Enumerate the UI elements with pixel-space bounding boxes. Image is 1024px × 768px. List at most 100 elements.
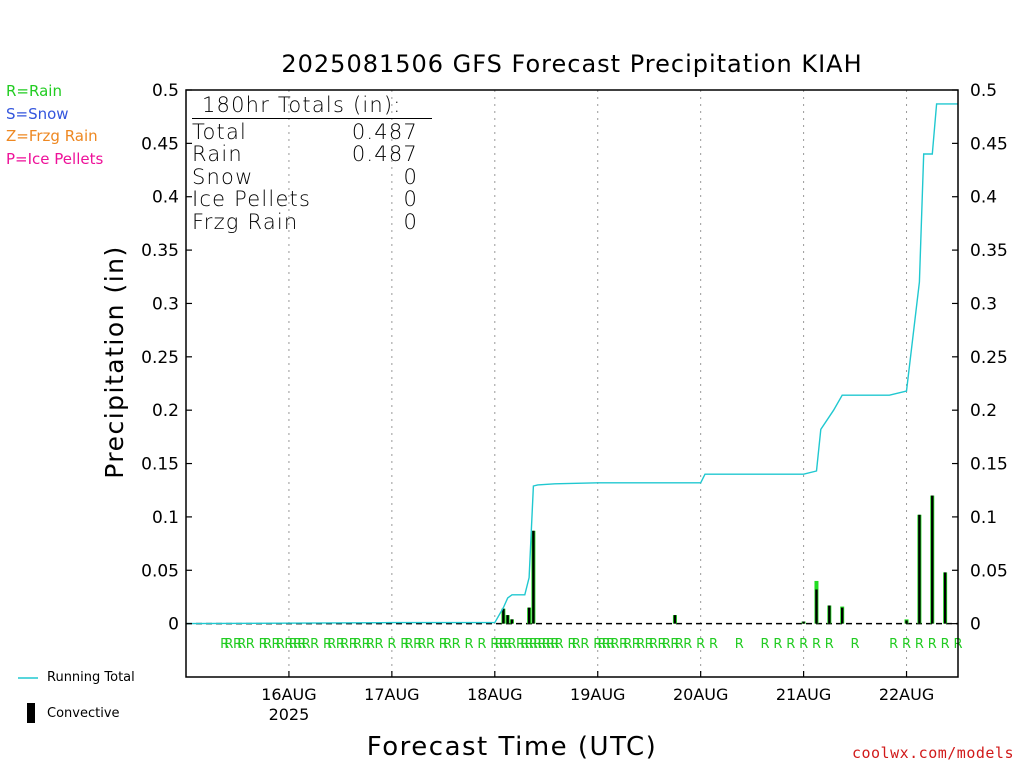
- rain-marker: R: [272, 637, 281, 652]
- axes: 0 00.05 0.050.1 0.10.15 0.150.2 0.20.25 0.250.…: [100, 81, 1008, 724]
- rain-marker: R: [284, 637, 293, 652]
- rain-marker: R: [619, 637, 628, 652]
- running-total-legend-label: Running Total: [47, 670, 135, 685]
- rain-marker: R: [773, 637, 782, 652]
- rain-marker: R: [263, 637, 272, 652]
- rain-marker: R: [465, 637, 474, 652]
- rain-marker: R: [246, 637, 255, 652]
- y-tick-label-left: 0.5: [152, 81, 179, 101]
- rain-marker: R: [224, 637, 233, 652]
- rain-marker: R: [735, 637, 744, 652]
- totals-row-label: Total: [192, 119, 248, 144]
- rain-marker: R: [658, 637, 667, 652]
- rain-marker: R: [636, 637, 645, 652]
- rain-marker: R: [537, 637, 546, 652]
- credit-link[interactable]: coolwx.com/models: [851, 744, 1014, 762]
- x-tick-label: 16AUG: [261, 685, 316, 704]
- rain-marker: R: [786, 637, 795, 652]
- convective-bar: [905, 620, 908, 624]
- rain-marker: R: [323, 637, 332, 652]
- rain-marker: R: [580, 637, 589, 652]
- y-tick-label-left: 0.4: [152, 188, 179, 208]
- rain-marker: R: [542, 637, 551, 652]
- rain-marker: R: [533, 637, 542, 652]
- rain-marker: R: [928, 637, 937, 652]
- x-year-label: 2025: [269, 705, 310, 724]
- y-tick-label-right: 0.05: [970, 561, 1008, 581]
- rain-marker: R: [902, 637, 911, 652]
- convective-bar: [931, 495, 934, 624]
- rain-marker: R: [812, 637, 821, 652]
- rain-marker: R: [670, 637, 679, 652]
- rain-marker: R: [649, 637, 658, 652]
- series-legend: [18, 677, 38, 723]
- totals-row-value: 0: [403, 209, 418, 234]
- rain-marker: R: [426, 637, 435, 652]
- convective-bar: [527, 607, 531, 624]
- convective-legend-label: Convective: [47, 706, 120, 721]
- rain-marker: R: [915, 637, 924, 652]
- rain-marker: R: [233, 637, 242, 652]
- y-tick-label-right: 0.15: [970, 455, 1008, 475]
- totals-row: Total 0.487: [192, 119, 418, 144]
- y-tick-label-right: 0.3: [970, 294, 997, 314]
- rain-marker: R: [889, 637, 898, 652]
- y-tick-label-left: 0.35: [141, 241, 179, 261]
- rain-marker: R: [387, 637, 396, 652]
- chart-title: 2025081506 GFS Forecast Precipitation KI…: [281, 50, 863, 78]
- convective-bar: [828, 605, 831, 624]
- convective-bar: [841, 607, 844, 624]
- rain-marker: R: [362, 637, 371, 652]
- y-tick-label-right: 0.2: [970, 401, 997, 421]
- totals-row: Ice Pellets 0: [192, 188, 418, 211]
- rain-marker: R: [297, 637, 306, 652]
- rain-marker: R: [529, 637, 538, 652]
- x-tick-label: 22AUG: [879, 685, 934, 704]
- rain-marker: R: [572, 637, 581, 652]
- totals-row-value: 0.487: [351, 142, 418, 166]
- rain-marker: R: [662, 637, 671, 652]
- rain-marker: R: [623, 637, 632, 652]
- x-tick-label: 20AUG: [673, 685, 728, 704]
- rain-marker: R: [366, 637, 375, 652]
- type-legend-item: R=Rain: [6, 82, 62, 100]
- rain-marker: R: [632, 637, 641, 652]
- x-tick-label: 19AUG: [570, 685, 625, 704]
- totals-row-value: 0.487: [351, 119, 418, 144]
- convective-bar: [532, 530, 535, 624]
- rain-marker: R: [683, 637, 692, 652]
- rain-marker: R: [499, 637, 508, 652]
- totals-rows: Total 0.487 Rain 0.487 Snow 0 Ice Pellets 0 Frzg…: [192, 119, 432, 234]
- convective-bar: [506, 615, 509, 624]
- y-tick-label-right: 0.45: [970, 134, 1008, 154]
- rain-marker: R: [760, 637, 769, 652]
- rain-marker: R: [400, 637, 409, 652]
- bar-layer: [501, 495, 948, 624]
- rain-marker: R: [452, 637, 461, 652]
- totals-row: Rain 0.487: [192, 143, 418, 166]
- totals-row: Frzg Rain 0: [192, 209, 418, 234]
- rain-marker: R: [353, 637, 362, 652]
- rain-marker: R: [525, 637, 534, 652]
- rain-marker: R: [567, 637, 576, 652]
- rain-marker: R: [593, 637, 602, 652]
- type-legend-item: P=Ice Pellets: [6, 149, 104, 168]
- rain-marker: R: [507, 637, 516, 652]
- rain-marker: R: [709, 637, 718, 652]
- rain-marker: R: [675, 637, 684, 652]
- y-tick-label-right: 0.5: [970, 81, 997, 101]
- convective-bar: [502, 608, 505, 624]
- rain-marker: R: [349, 637, 358, 652]
- convective-bar: [943, 572, 947, 624]
- y-tick-label-left: 0: [168, 615, 179, 635]
- rain-marker: R: [645, 637, 654, 652]
- rain-marker: R: [941, 637, 950, 652]
- rain-marker: R: [439, 637, 448, 652]
- rain-marker: R: [555, 637, 564, 652]
- rain-marker: R: [825, 637, 834, 652]
- totals-row: Snow 0: [192, 165, 418, 189]
- totals-box: 180hr Totals (in): Total 0.487 Rain 0.487 Sn…: [192, 94, 432, 233]
- rain-marker: R: [851, 637, 860, 652]
- rain-marker: R: [289, 637, 298, 652]
- plot-frame: [185, 89, 959, 678]
